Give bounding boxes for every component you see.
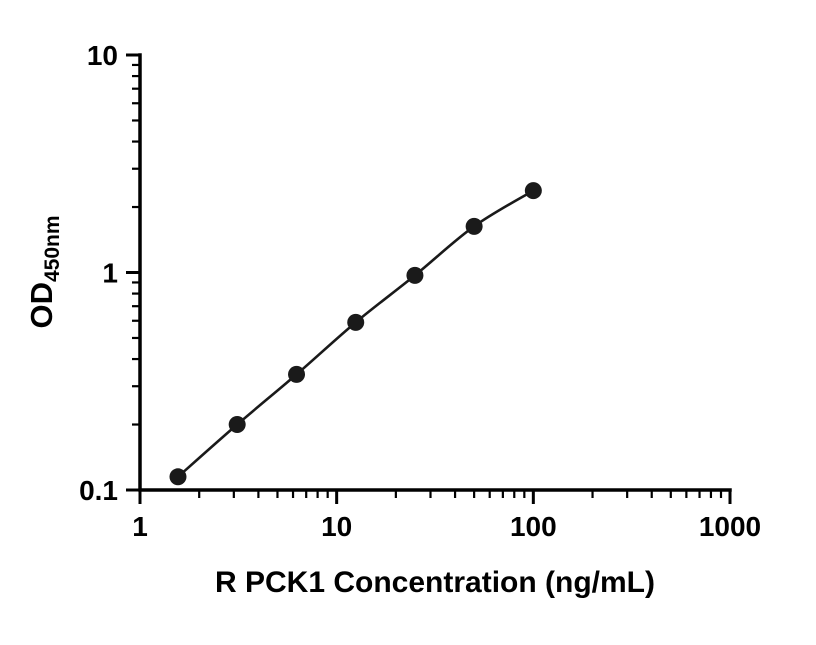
y-axis-title-subscript: 450nm bbox=[41, 215, 64, 282]
data-point bbox=[524, 182, 542, 200]
data-point bbox=[169, 468, 187, 486]
axes-frame bbox=[138, 53, 732, 492]
data-point bbox=[288, 365, 306, 383]
data-point bbox=[347, 313, 365, 331]
data-point bbox=[465, 217, 483, 235]
y-tick-label: 1 bbox=[102, 258, 118, 289]
standard-curve-line bbox=[177, 189, 535, 478]
y-axis-title: OD450nm bbox=[24, 215, 64, 328]
data-point bbox=[406, 266, 424, 284]
x-tick-label: 1000 bbox=[699, 511, 761, 542]
x-tick-label: 1 bbox=[132, 511, 148, 542]
y-axis-title-main: OD bbox=[24, 282, 59, 329]
plot-generated: 1 10 100 1000 0.1 1 10 bbox=[79, 40, 761, 542]
y-tick-label: 0.1 bbox=[79, 475, 118, 506]
x-tick-label: 100 bbox=[510, 511, 557, 542]
x-tick-label: 10 bbox=[321, 511, 352, 542]
x-axis-title: R PCK1 Concentration (ng/mL) bbox=[215, 566, 655, 599]
data-point bbox=[228, 416, 246, 434]
y-tick-label: 10 bbox=[87, 40, 118, 71]
